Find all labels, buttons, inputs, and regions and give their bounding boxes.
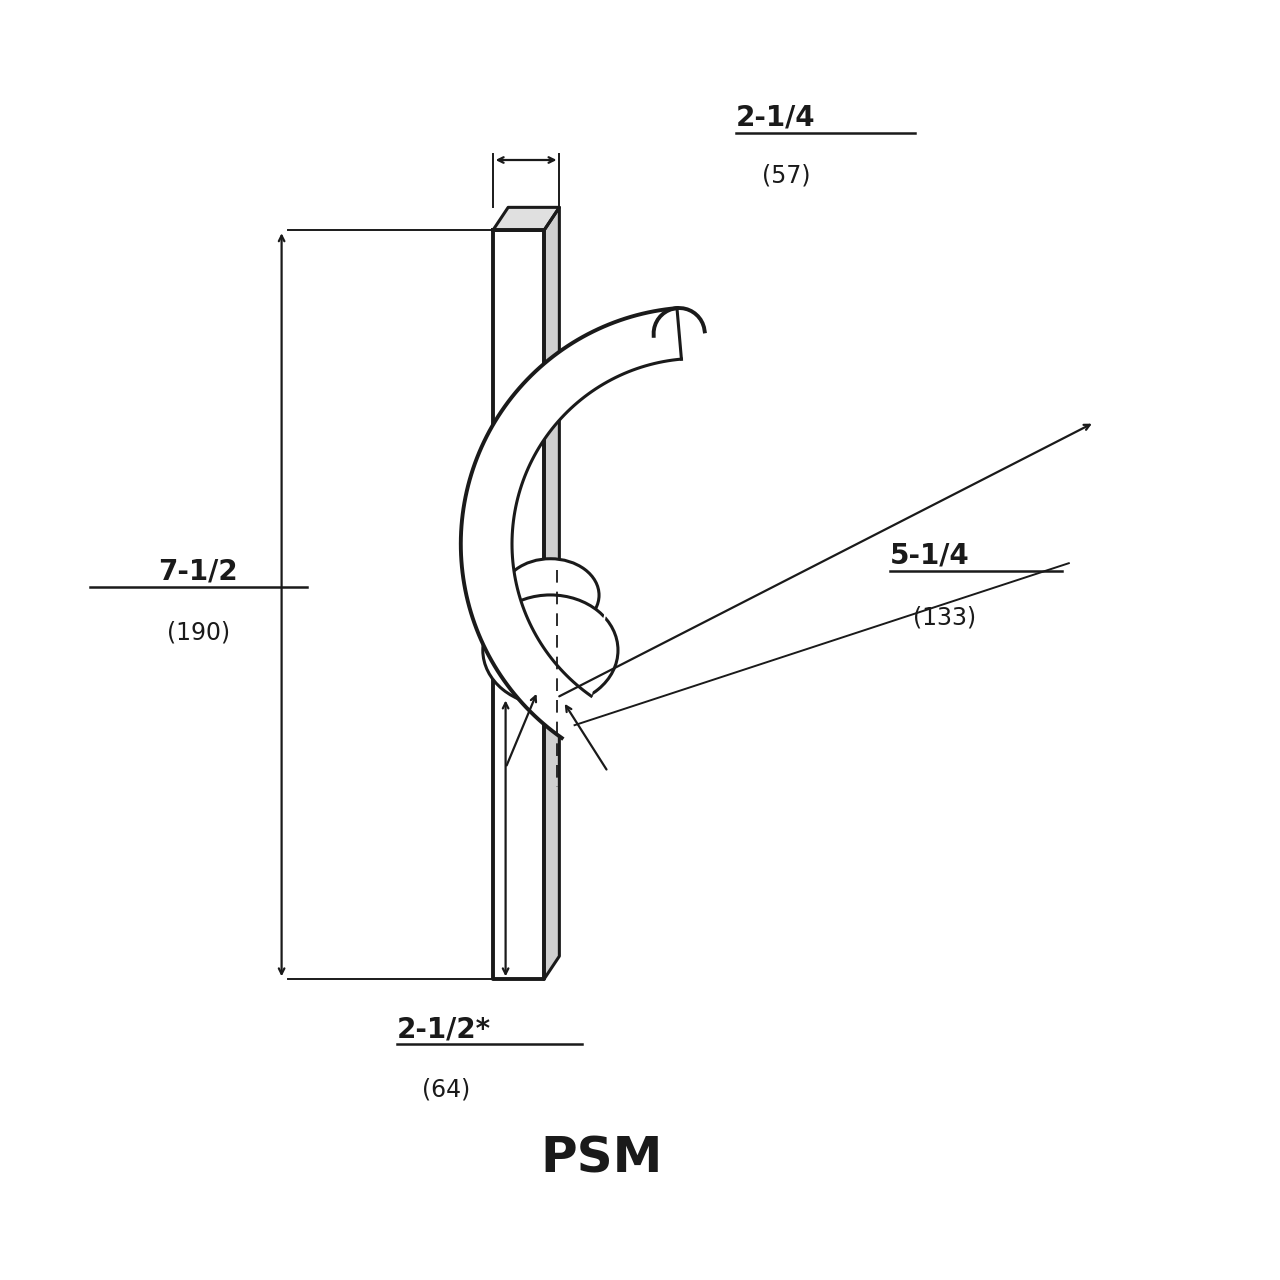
Polygon shape — [493, 207, 559, 230]
Text: (133): (133) — [913, 605, 975, 630]
Ellipse shape — [502, 558, 599, 632]
Text: PSM: PSM — [540, 1134, 663, 1183]
Text: (64): (64) — [422, 1078, 471, 1102]
Text: 2-1/4: 2-1/4 — [736, 104, 815, 132]
Ellipse shape — [483, 595, 618, 705]
Text: (190): (190) — [166, 621, 230, 644]
Text: 7-1/2: 7-1/2 — [159, 558, 238, 586]
Text: 2-1/2*: 2-1/2* — [397, 1015, 492, 1043]
Polygon shape — [562, 308, 705, 739]
Polygon shape — [461, 308, 681, 739]
Polygon shape — [493, 230, 544, 979]
Polygon shape — [544, 207, 559, 979]
Text: (57): (57) — [762, 164, 810, 188]
Text: 5-1/4: 5-1/4 — [890, 541, 969, 570]
